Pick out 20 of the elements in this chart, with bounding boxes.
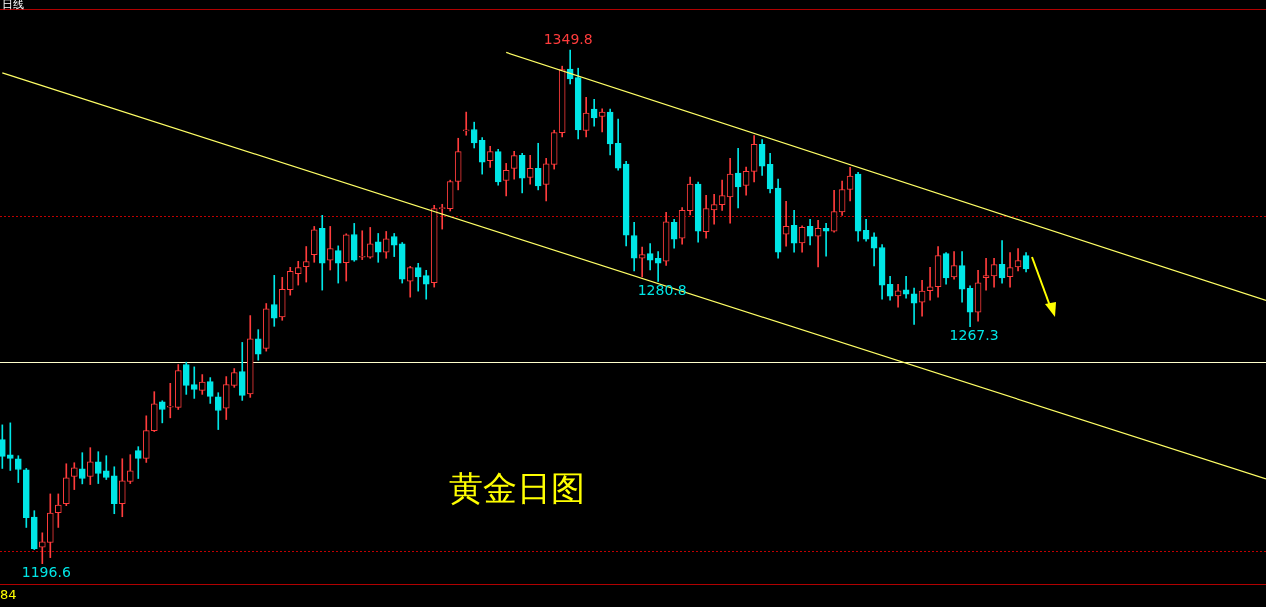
candlestick xyxy=(302,246,310,283)
annotation: 1280.8 xyxy=(637,282,687,299)
annotation: 1196.6 xyxy=(21,564,71,581)
candlestick xyxy=(190,366,198,399)
candlestick xyxy=(926,266,934,301)
candlestick xyxy=(894,284,902,308)
candlestick xyxy=(462,111,470,136)
annotation: 1349.8 xyxy=(543,30,593,47)
candlestick xyxy=(358,230,366,260)
candlestick xyxy=(54,493,62,528)
annotation: 1267.3 xyxy=(949,327,999,344)
candlestick xyxy=(166,382,174,419)
candlestick xyxy=(38,532,46,564)
candlestick xyxy=(982,257,990,291)
annotation: 黄金日图 xyxy=(449,467,585,508)
candlestick xyxy=(6,422,14,471)
candlestick xyxy=(638,246,646,278)
candlestick xyxy=(654,251,662,282)
text: 日线 xyxy=(2,0,24,12)
text: 84 xyxy=(0,587,17,603)
